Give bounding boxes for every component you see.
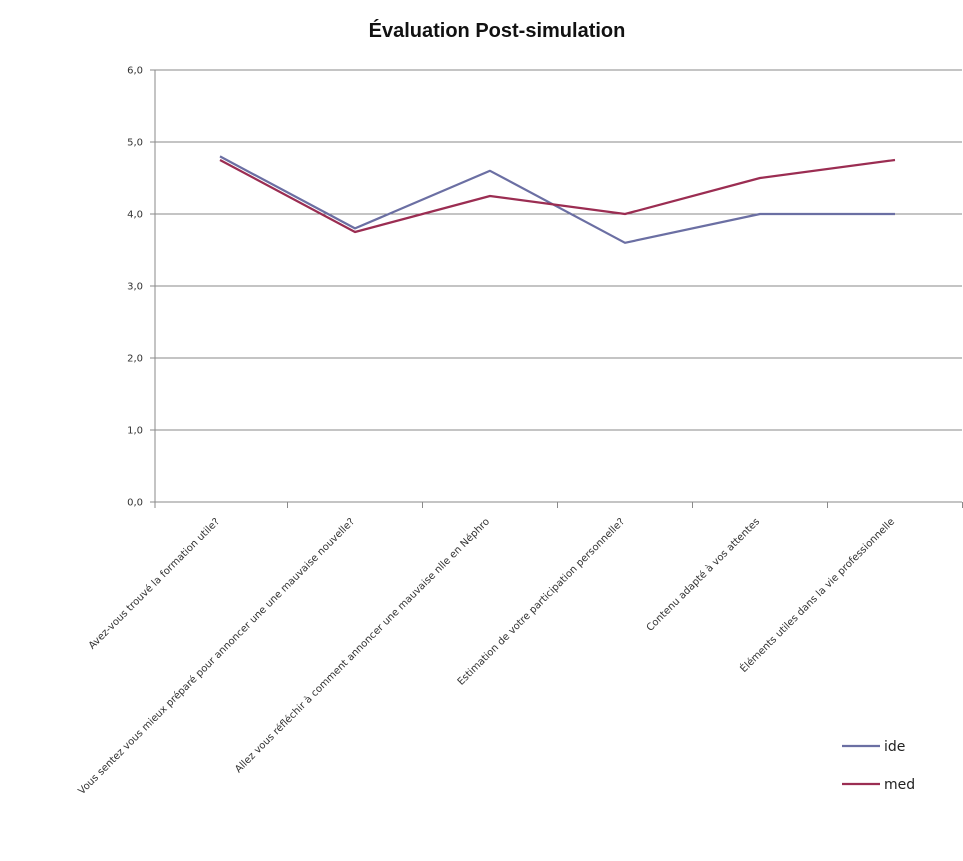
legend-label-med: med	[884, 777, 915, 793]
series-lines	[219, 155, 896, 244]
gridlines	[155, 69, 962, 431]
legend: ide med	[842, 739, 915, 793]
axes: 0,0 1,0 2,0 3,0 4,0 5,0 6,0 Avez-vous trouvé la…	[76, 66, 963, 797]
y-tick-label: 5,0	[127, 138, 143, 149]
x-category-label: Éléments utiles dans la vie professionne…	[737, 515, 897, 675]
y-tick-label: 0,0	[127, 498, 143, 509]
legend-label-ide: ide	[884, 739, 905, 755]
chart-title: Évaluation Post-simulation	[369, 19, 626, 42]
series-line-med	[219, 158, 896, 234]
y-tick-label: 3,0	[127, 282, 143, 293]
x-category-label: Vous sentez vous mieux préparé pour anno…	[76, 516, 357, 797]
x-category-label: Avez-vous trouvé la formation utile?	[86, 516, 222, 652]
series-line-ide	[219, 155, 895, 244]
y-tick-label: 6,0	[127, 66, 143, 77]
y-tick-label: 2,0	[127, 354, 143, 365]
x-category-label: Estimation de votre participation person…	[456, 516, 627, 687]
y-tick-label: 1,0	[127, 426, 143, 437]
x-category-label: Allez vous réfléchir à comment annoncer …	[233, 516, 493, 776]
y-tick-label: 4,0	[127, 210, 143, 221]
x-category-label: Contenu adapté à vos attentes	[644, 516, 762, 634]
